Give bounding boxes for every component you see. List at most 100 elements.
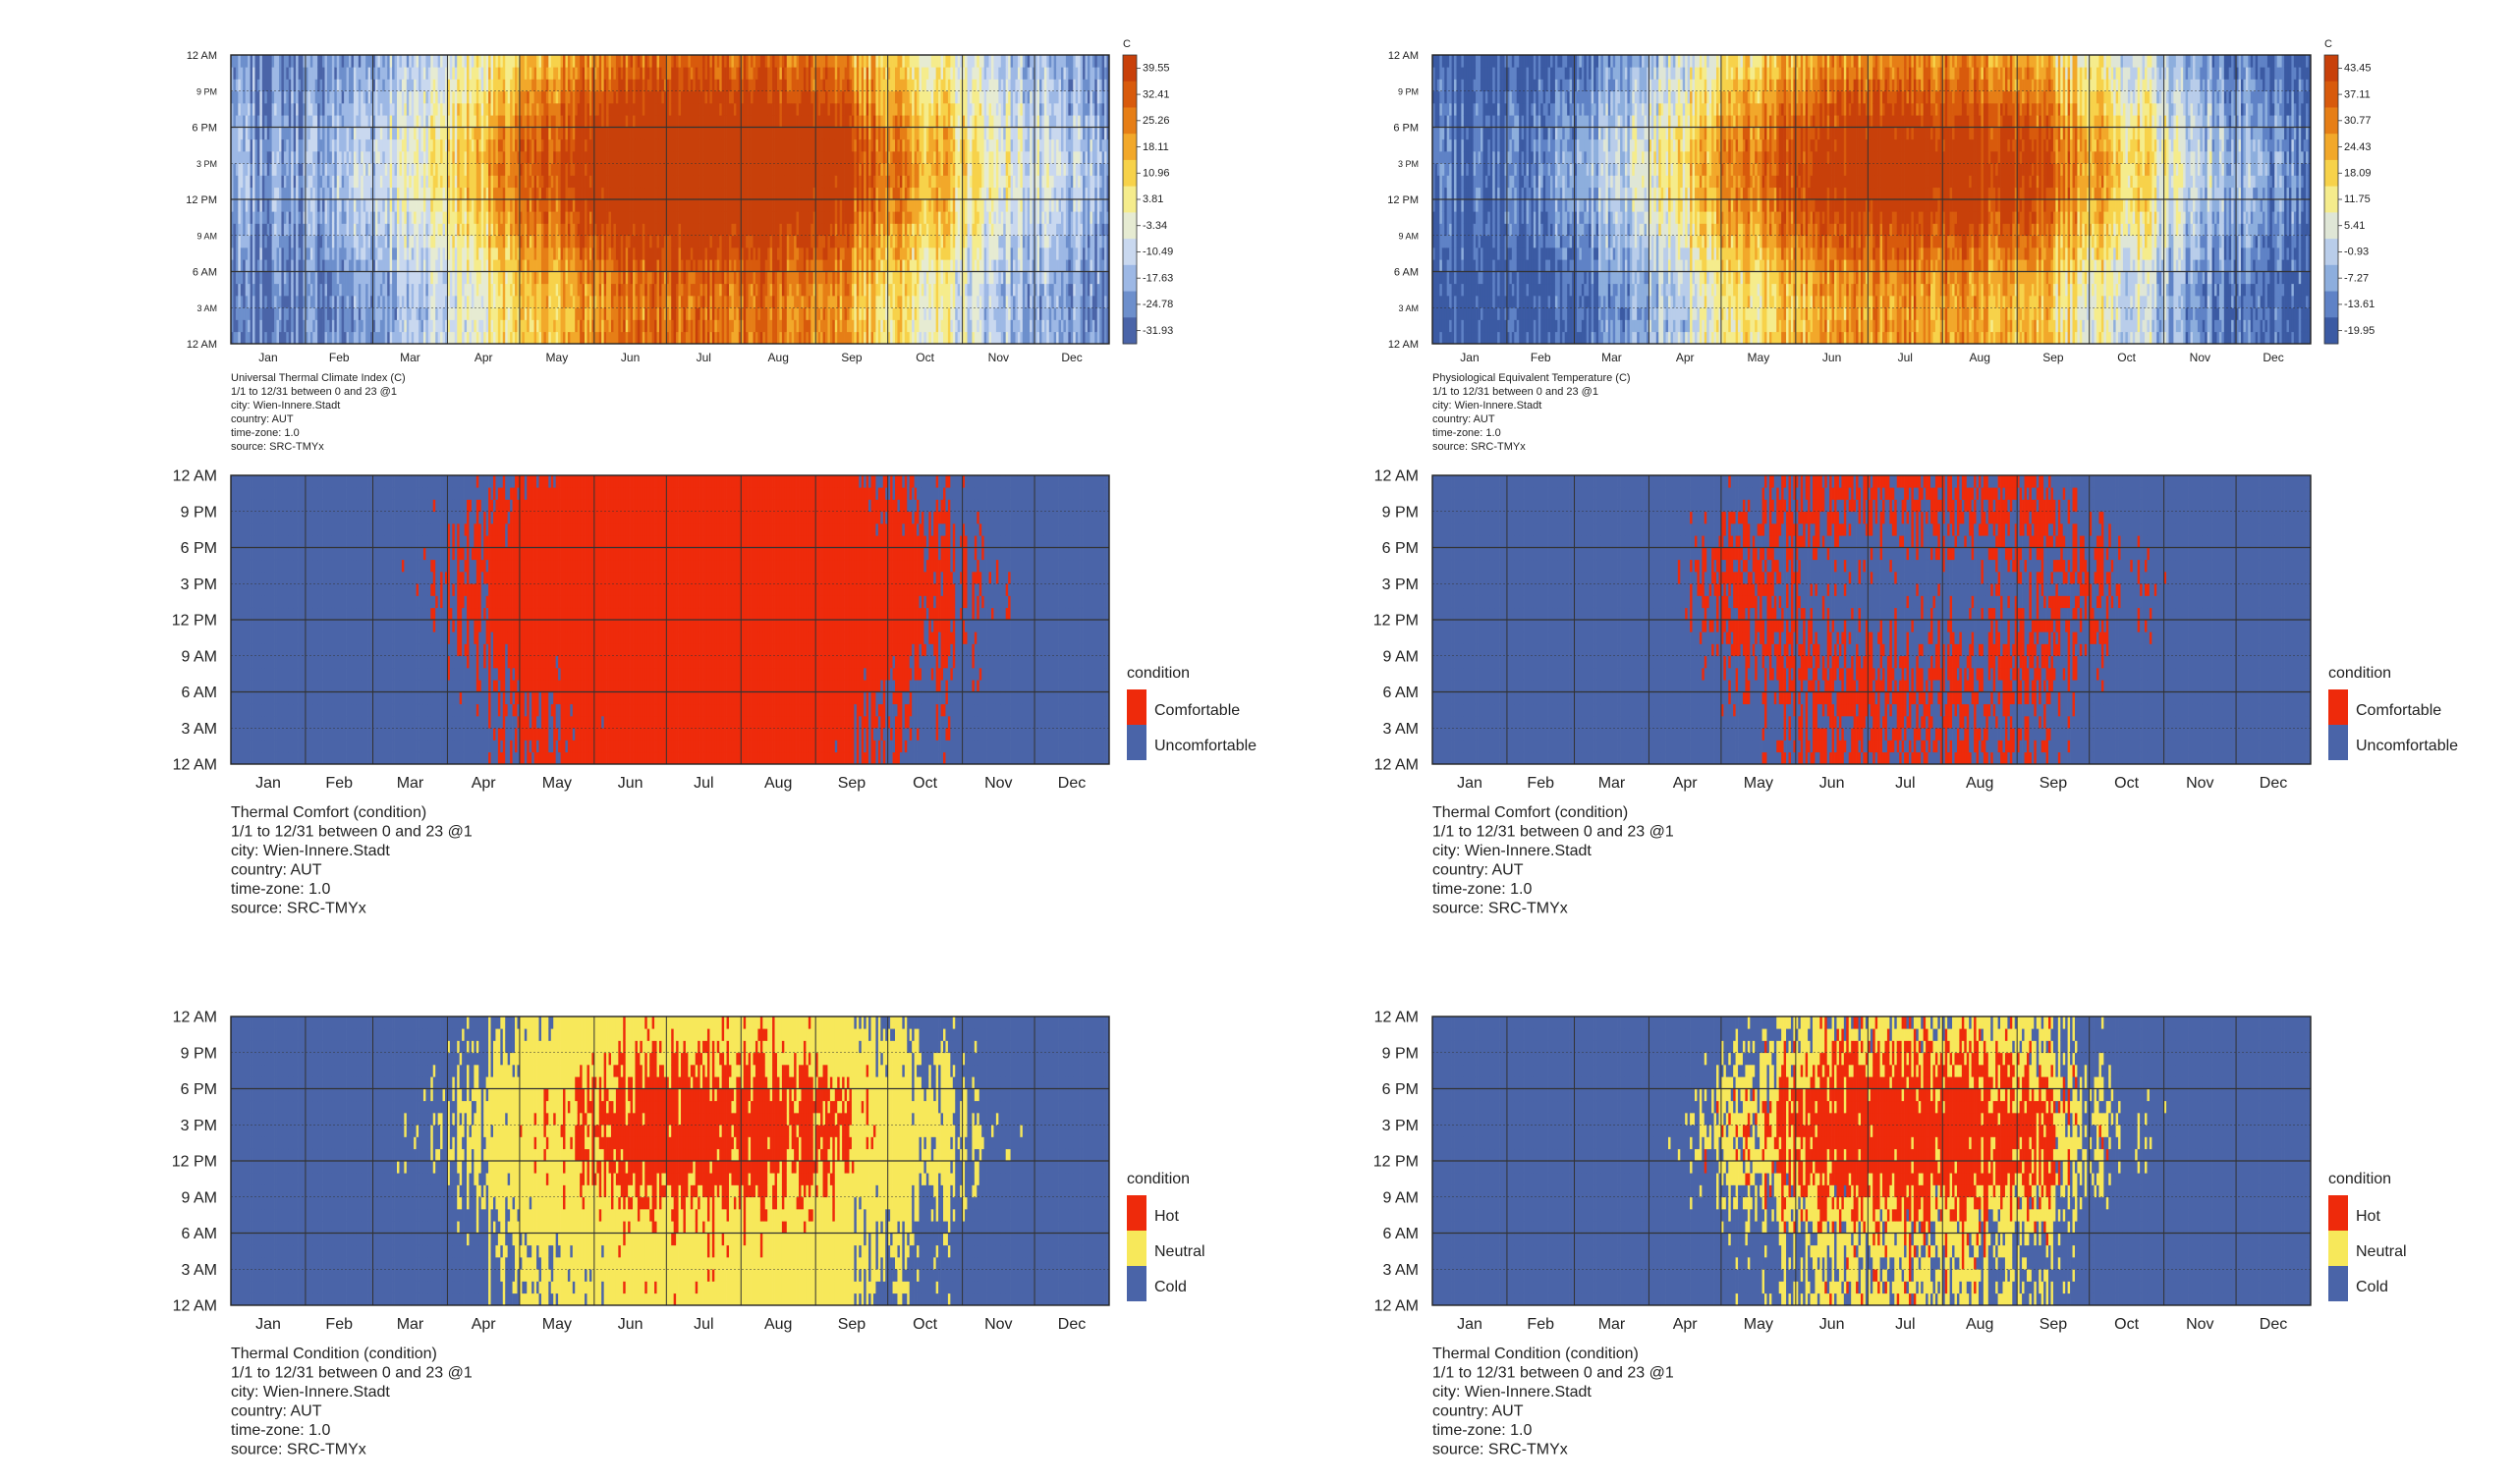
heatmap-cell [310, 199, 313, 212]
heatmap-cell [322, 236, 325, 248]
heatmap-cell [238, 115, 241, 128]
heatmap-cell [299, 67, 302, 80]
heatmap-cell [272, 128, 275, 140]
heatmap-cell [329, 236, 332, 248]
heatmap-cell [241, 320, 244, 333]
heatmap-cell [281, 115, 284, 128]
heatmap-cell [254, 176, 257, 189]
heatmap-cell [286, 307, 289, 320]
heatmap-cell [317, 67, 320, 80]
heatmap-cell [312, 224, 315, 237]
heatmap-cell [286, 247, 289, 260]
heatmap-cell [299, 296, 302, 308]
heatmap-cell [264, 296, 267, 308]
heatmap-cell [301, 103, 304, 116]
heatmap-cell [294, 320, 297, 333]
heatmap-cell [291, 199, 294, 212]
heatmap-cell [322, 151, 325, 164]
heatmap-cell [243, 163, 246, 176]
heatmap-cell [320, 224, 323, 237]
heatmap-cell [294, 91, 297, 104]
heatmap-cell [241, 259, 244, 272]
heatmap-cell [233, 259, 236, 272]
heatmap-cell [281, 55, 284, 68]
heatmap-cell [307, 296, 310, 308]
heatmap-cell [248, 67, 251, 80]
heatmap-cell [241, 139, 244, 152]
heatmap-cell [279, 259, 282, 272]
heatmap-cell [322, 115, 325, 128]
heatmap-cell [257, 188, 260, 200]
heatmap-cell [317, 128, 320, 140]
heatmap-cell [262, 224, 265, 237]
heatmap-cell [281, 236, 284, 248]
heatmap-cell [248, 224, 251, 237]
heatmap-cell [312, 151, 315, 164]
heatmap-cell [296, 272, 299, 285]
heatmap-cell [329, 80, 332, 92]
heatmap-cell [236, 128, 239, 140]
heatmap-cell [233, 188, 236, 200]
heatmap-cell [259, 284, 262, 297]
heatmap-cell [325, 103, 328, 116]
heatmap-cell [310, 139, 313, 152]
heatmap-cell [246, 272, 249, 285]
heatmap-cell [259, 247, 262, 260]
heatmap-cell [317, 91, 320, 104]
heatmap-cell [325, 176, 328, 189]
heatmap-cell [294, 236, 297, 248]
heatmap-cell [325, 188, 328, 200]
heatmap-cell [262, 128, 265, 140]
heatmap-cell [267, 139, 270, 152]
heatmap-cell [264, 259, 267, 272]
heatmap-cell [310, 176, 313, 189]
heatmap-cell [233, 91, 236, 104]
heatmap-cell [320, 296, 323, 308]
heatmap-cell [252, 296, 255, 308]
heatmap-cell [238, 103, 241, 116]
heatmap-cell [264, 284, 267, 297]
heatmap-cell [254, 103, 257, 116]
heatmap-cell [315, 139, 318, 152]
heatmap-cell [243, 80, 246, 92]
heatmap-cell [264, 103, 267, 116]
heatmap-cell [291, 247, 294, 260]
heatmap-cell [259, 199, 262, 212]
heatmap-cell [284, 139, 287, 152]
heatmap-cell [248, 247, 251, 260]
heatmap-cell [254, 224, 257, 237]
heatmap-cell [332, 247, 335, 260]
heatmap-cell [274, 211, 277, 224]
heatmap-cell [238, 236, 241, 248]
heatmap-cell [301, 224, 304, 237]
heatmap-cell [281, 128, 284, 140]
heatmap-cell [289, 91, 292, 104]
heatmap-cell [257, 103, 260, 116]
heatmap-cell [325, 224, 328, 237]
heatmap-cell [284, 188, 287, 200]
heatmap-cell [251, 272, 253, 285]
heatmap-cell [252, 188, 255, 200]
heatmap-cell [241, 115, 244, 128]
heatmap-cell [269, 259, 272, 272]
heatmap-cell [269, 247, 272, 260]
heatmap-cell [301, 236, 304, 248]
heatmap-cell [257, 236, 260, 248]
heatmap-cell [329, 296, 332, 308]
heatmap-cell [264, 176, 267, 189]
heatmap-cell [272, 284, 275, 297]
heatmap-cell [301, 211, 304, 224]
heatmap-cell [315, 211, 318, 224]
heatmap-cell [286, 80, 289, 92]
heatmap-cell [312, 55, 315, 68]
heatmap-cell [248, 151, 251, 164]
heatmap-cell [294, 128, 297, 140]
heatmap-cell [284, 199, 287, 212]
heatmap-cell [322, 176, 325, 189]
heatmap-cell [267, 307, 270, 320]
heatmap-cell [254, 272, 257, 285]
heatmap-cell [279, 139, 282, 152]
heatmap-cell [254, 188, 257, 200]
heatmap-cell [286, 103, 289, 116]
heatmap-cell [286, 224, 289, 237]
